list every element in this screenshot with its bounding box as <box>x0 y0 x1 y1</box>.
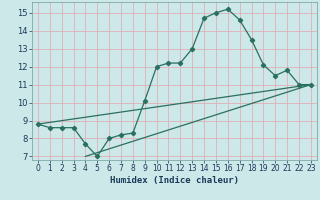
X-axis label: Humidex (Indice chaleur): Humidex (Indice chaleur) <box>110 176 239 185</box>
